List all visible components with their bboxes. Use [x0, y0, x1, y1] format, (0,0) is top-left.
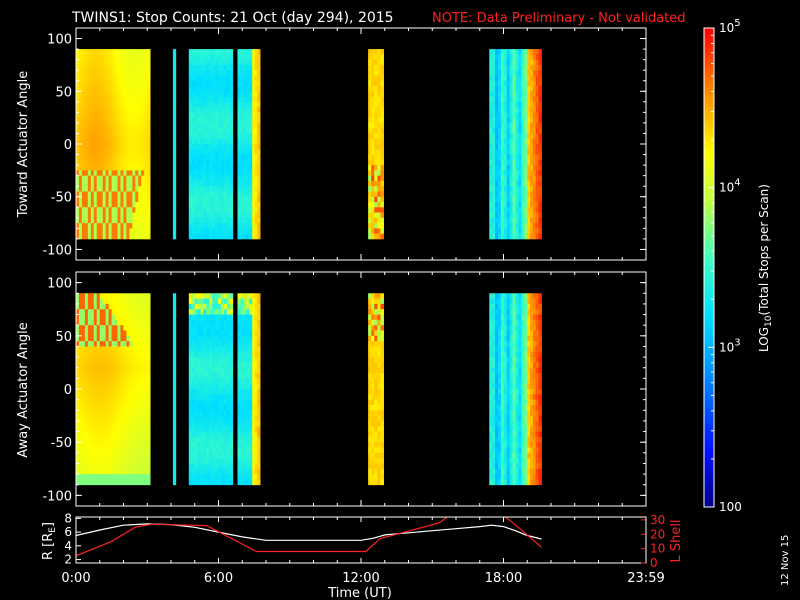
mid-ytick-label-0: 100	[47, 277, 72, 292]
mid-segment-1	[172, 293, 177, 486]
mid-ytick-label-2: 0	[64, 383, 72, 398]
colorbar-label: LOG10(Total Stops per Scan)	[757, 184, 774, 352]
x-tick-label-3: 18:00	[485, 571, 522, 586]
top-ytick-label-0: 100	[47, 33, 72, 48]
lshell-tick-label-2: 10	[650, 542, 665, 556]
mid-segment-2	[188, 293, 234, 486]
r-tick-label-2: 4	[64, 539, 72, 553]
x-tick-label-2: 12:00	[342, 571, 379, 586]
top-ylabel: Toward Actuator Angle	[16, 71, 31, 218]
top-segment-6	[489, 49, 528, 240]
r-tick-label-3: 2	[64, 553, 72, 567]
lshell-tick-label-1: 20	[650, 527, 665, 541]
top-segment-2	[188, 49, 234, 240]
top-segment-5	[368, 49, 384, 240]
mid-segment-0	[76, 293, 151, 486]
lshell-axis-label: L Shell	[669, 519, 684, 562]
r-axis-label: R [RE]	[41, 522, 58, 560]
middle-ylabel: Away Actuator Angle	[16, 322, 31, 457]
colorbar-tick-label-1: 104	[719, 178, 741, 195]
r-tick-label-1: 6	[64, 525, 72, 539]
colorbar-tick-label-0: 105	[719, 18, 741, 35]
x-tick-label-0: 0:00	[61, 571, 90, 586]
mid-segment-7	[527, 293, 542, 486]
mid-ytick-label-3: -50	[51, 436, 72, 451]
x-tick-label-1: 6:00	[204, 571, 233, 586]
r-tick-label-0: 8	[64, 511, 72, 525]
x-tick-label-4: 23:59	[627, 571, 664, 586]
mid-segment-4	[252, 293, 261, 486]
toward-angle-panel: 100 50 0 -50 -100	[42, 27, 647, 261]
lshell-line	[76, 517, 542, 557]
mid-plot-area	[76, 272, 646, 506]
top-ytick-label-4: -100	[42, 243, 72, 258]
mid-ytick-label-1: 50	[55, 330, 72, 345]
x-axis-label: Time (UT)	[327, 586, 392, 600]
top-ytick-label-2: 0	[64, 138, 72, 153]
lshell-tick-label-0: 30	[650, 513, 665, 527]
colorbar	[703, 27, 715, 508]
top-ytick-label-3: -50	[51, 191, 72, 206]
top-segment-0	[76, 49, 151, 240]
top-segment-4	[252, 49, 261, 240]
top-segment-7	[527, 49, 542, 240]
chart-title: TWINS1: Stop Counts: 21 Oct (day 294), 2…	[71, 10, 394, 26]
date-stamp: 12 Nov 15	[780, 535, 791, 586]
lshell-tick-label-3: 0	[650, 556, 658, 570]
r-distance-line	[76, 523, 542, 541]
top-plot-area	[76, 28, 646, 260]
colorbar-tick-label-3: 100	[719, 500, 742, 514]
mid-ytick-label-4: -100	[42, 489, 72, 504]
away-angle-panel: 100 50 0 -50 -100	[42, 271, 647, 507]
top-segment-1	[172, 49, 177, 240]
top-ytick-label-1: 50	[55, 85, 72, 100]
colorbar-ticks: 105 104 103 100	[708, 18, 742, 514]
top-segment-3	[237, 49, 253, 240]
mid-segment-6	[489, 293, 528, 486]
note-banner: NOTE: Data Preliminary - Not validated	[432, 11, 686, 26]
mid-segment-5	[368, 293, 384, 486]
mid-segment-3	[237, 293, 253, 486]
colorbar-tick-label-2: 103	[719, 337, 741, 354]
